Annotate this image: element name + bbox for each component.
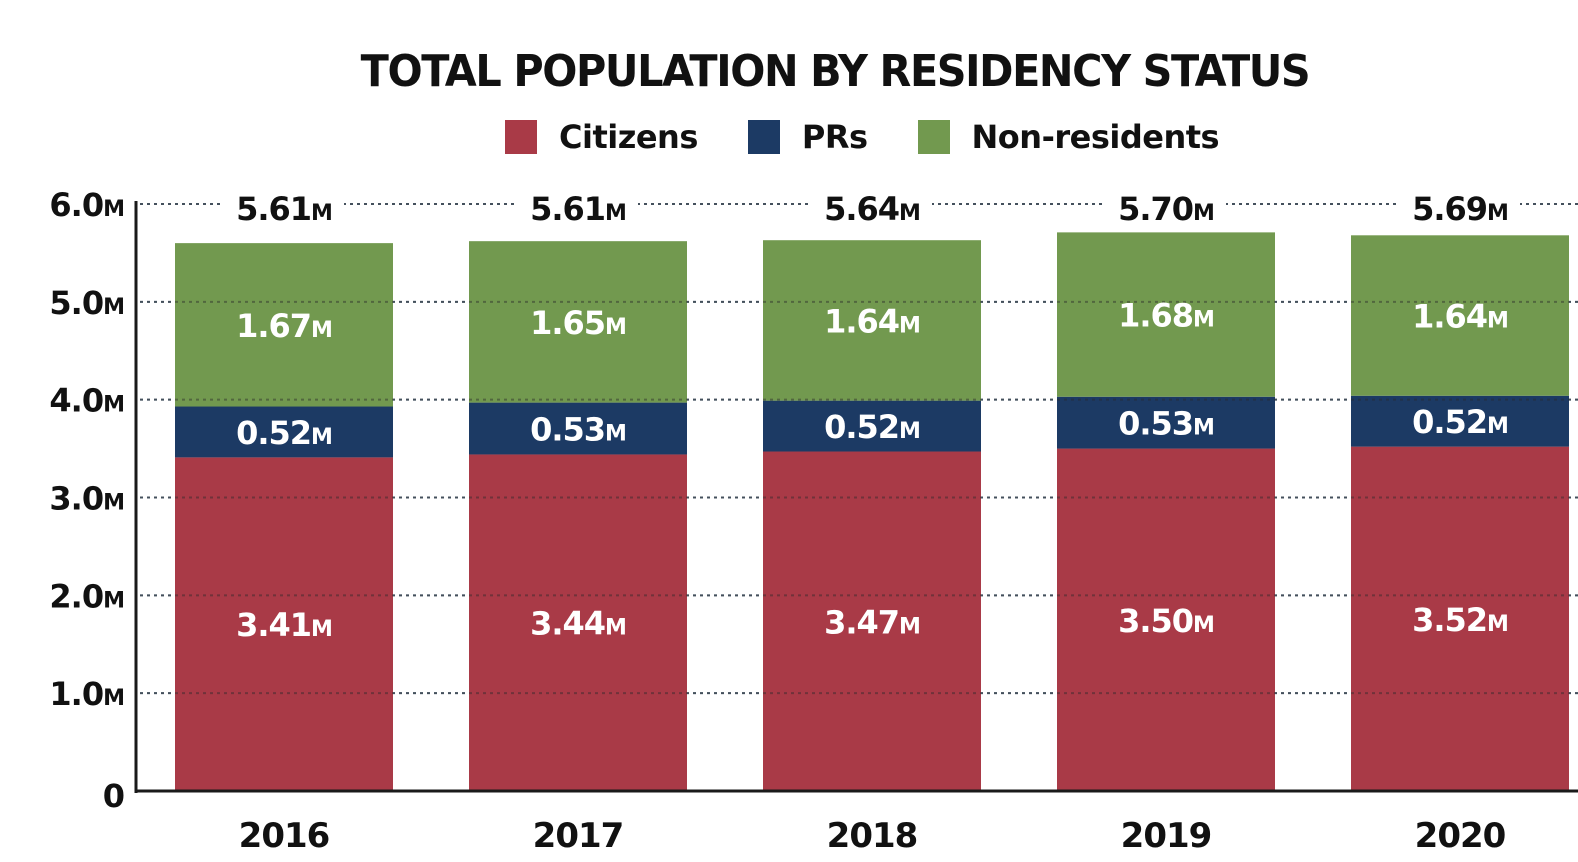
data-label-non-residents-2018: 1.64M xyxy=(824,302,920,340)
y-tick-label-4.0: 4.0M xyxy=(49,382,124,420)
bar-labels: 3.41M 0.52M 1.67M 5.61M 3.44M 0.53M 1.65M 5.61M… xyxy=(224,190,1520,644)
total-label-2019: 5.70M xyxy=(1118,190,1214,228)
bar-segment-citizens-2017 xyxy=(469,454,687,791)
y-tick-label-2.0: 2.0M xyxy=(49,577,124,615)
x-tick-label-2018: 2018 xyxy=(827,816,918,856)
bar-segment-non-residents-2019 xyxy=(1057,232,1275,397)
axes: 2016 2017 2018 2019 2020 0 1.0M 2.0M 3.0M 4.0M 5.0… xyxy=(49,186,1578,856)
bar-segment-prs-2019 xyxy=(1057,396,1275,449)
bar-segment-prs-2016 xyxy=(175,406,393,458)
total-label-2017: 5.61M xyxy=(530,190,626,228)
total-label-bg-2017 xyxy=(518,190,638,230)
bar-segment-prs-2018 xyxy=(763,400,981,452)
bar-segment-non-residents-2017 xyxy=(469,241,687,403)
data-label-non-residents-2016: 1.67M xyxy=(236,307,332,345)
chart-title: TOTAL POPULATION BY RESIDENCY STATUS xyxy=(360,46,1311,97)
bar-segment-non-residents-2018 xyxy=(763,240,981,401)
gridlines-overlay xyxy=(140,203,1578,695)
bar-segment-prs-2017 xyxy=(469,402,687,455)
data-label-non-residents-2017: 1.65M xyxy=(530,304,626,342)
total-label-bg-2018 xyxy=(812,190,932,230)
data-label-non-residents-2020: 1.64M xyxy=(1412,298,1508,336)
total-label-bg-2016 xyxy=(224,190,344,230)
data-label-citizens-2020: 3.52M xyxy=(1412,601,1508,639)
bar-segment-non-residents-2020 xyxy=(1351,235,1569,396)
legend-label-citizens: Citizens xyxy=(559,118,698,156)
bar-segment-citizens-2019 xyxy=(1057,448,1275,791)
bar-segment-citizens-2016 xyxy=(175,457,393,791)
y-tick-label-3.0: 3.0M xyxy=(49,480,124,518)
data-label-prs-2016: 0.52M xyxy=(236,414,332,452)
legend: Citizens PRs Non-residents xyxy=(505,118,1269,156)
legend-swatch-non-residents xyxy=(917,120,950,154)
data-label-citizens-2018: 3.47M xyxy=(824,603,920,641)
legend-item-citizens: Citizens xyxy=(505,118,698,156)
total-label-bg-2019 xyxy=(1106,190,1226,230)
legend-label-prs: PRs xyxy=(801,118,868,156)
total-label-bg-2020 xyxy=(1400,190,1520,230)
data-label-citizens-2017: 3.44M xyxy=(530,605,626,643)
data-label-citizens-2019: 3.50M xyxy=(1118,602,1214,640)
legend-label-non-residents: Non-residents xyxy=(971,118,1220,156)
data-label-prs-2019: 0.53M xyxy=(1118,405,1214,443)
x-tick-label-2017: 2017 xyxy=(533,816,624,856)
y-tick-label-6.0: 6.0M xyxy=(49,186,124,224)
bar-segment-citizens-2018 xyxy=(763,451,981,791)
y-tick-label-0: 0 xyxy=(103,777,124,815)
x-tick-label-2020: 2020 xyxy=(1415,816,1506,856)
bar-segment-citizens-2020 xyxy=(1351,446,1569,791)
data-label-citizens-2016: 3.41M xyxy=(236,606,332,644)
x-tick-label-2019: 2019 xyxy=(1121,816,1212,856)
bar-segment-prs-2020 xyxy=(1351,395,1569,447)
bar-segment-non-residents-2016 xyxy=(175,243,393,407)
legend-item-non-residents: Non-residents xyxy=(917,118,1220,156)
bars xyxy=(175,232,1569,791)
data-label-prs-2017: 0.53M xyxy=(530,411,626,449)
data-label-prs-2020: 0.52M xyxy=(1412,403,1508,441)
legend-swatch-prs xyxy=(747,120,780,154)
y-tick-label-1.0: 1.0M xyxy=(49,675,124,713)
data-label-prs-2018: 0.52M xyxy=(824,408,920,446)
total-label-2016: 5.61M xyxy=(236,190,332,228)
total-label-2020: 5.69M xyxy=(1412,190,1508,228)
y-tick-label-5.0: 5.0M xyxy=(49,284,124,322)
x-tick-label-2016: 2016 xyxy=(239,816,330,856)
legend-item-prs: PRs xyxy=(747,118,868,156)
legend-swatch-citizens xyxy=(505,120,537,154)
data-label-non-residents-2019: 1.68M xyxy=(1118,297,1214,335)
total-label-2018: 5.64M xyxy=(824,190,920,228)
